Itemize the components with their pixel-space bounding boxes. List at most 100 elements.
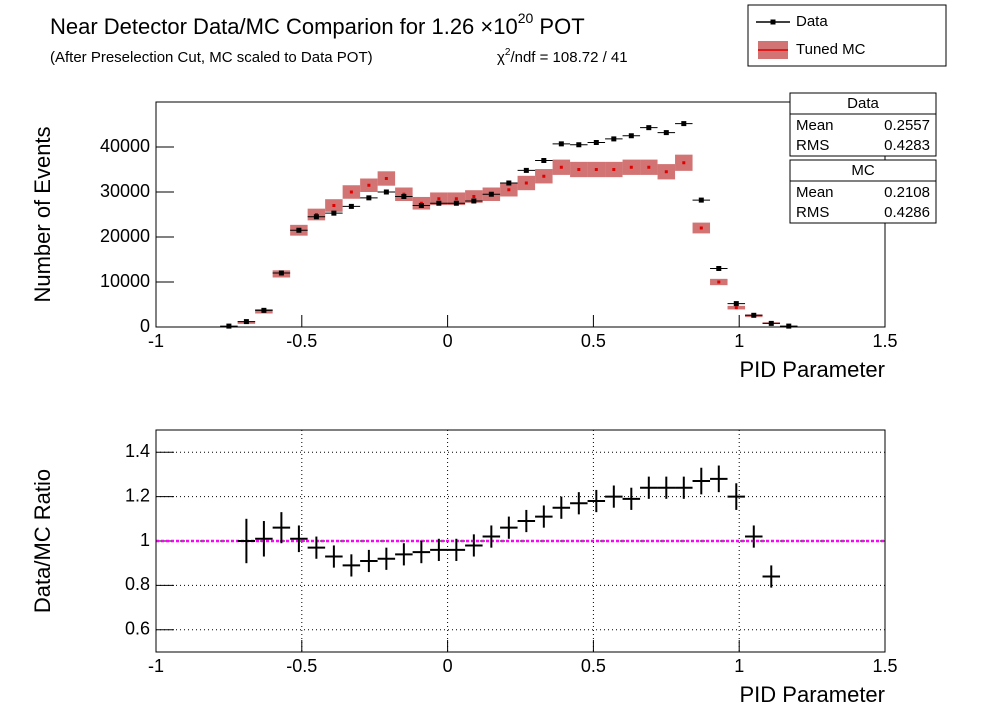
- mc-point: [647, 165, 651, 169]
- data-point: [488, 191, 494, 197]
- title-text: Near Detector Data/MC Comparion for 1.26…: [50, 14, 518, 39]
- stat-box: [789, 159, 937, 224]
- data-point: [681, 121, 687, 127]
- data-point: [331, 210, 337, 216]
- data-point: [226, 323, 232, 329]
- plot-frame: [155, 101, 886, 328]
- mc-point: [349, 190, 353, 194]
- chi-sup: 2: [505, 47, 511, 58]
- stat-label: Mean: [796, 184, 834, 201]
- x-axis-label: PID Parameter: [740, 682, 886, 707]
- x-tick-label: 0.5: [581, 331, 606, 351]
- x-tick-label: 1.5: [872, 656, 897, 676]
- mc-point: [594, 168, 598, 171]
- data-point: [751, 312, 757, 318]
- stat-label: RMS: [796, 204, 829, 221]
- stat-value: 0.4286: [884, 204, 930, 221]
- data-point: [401, 194, 407, 199]
- mc-point: [717, 280, 721, 284]
- y-tick-label: 1.2: [125, 485, 150, 505]
- x-tick-label: -1: [148, 331, 164, 351]
- y-tick-label: 10000: [100, 271, 150, 291]
- mc-point: [542, 174, 546, 178]
- x-tick-label: 0: [443, 331, 453, 351]
- chi-symbol: χ: [497, 49, 505, 66]
- stat-value: 0.2108: [884, 184, 930, 201]
- x-tick-label: 0.5: [581, 656, 606, 676]
- stat-label: Mean: [796, 117, 834, 134]
- legend-marker: [770, 19, 776, 25]
- x-tick-label: -1: [148, 656, 164, 676]
- x-tick-label: 0: [443, 656, 453, 676]
- data-point: [558, 141, 564, 147]
- y-tick-label: 30000: [100, 181, 150, 201]
- y-tick-label: 40000: [100, 136, 150, 156]
- data-point: [453, 200, 459, 206]
- mc-point: [454, 197, 458, 201]
- x-tick-label: -0.5: [286, 331, 317, 351]
- title-sup: 20: [518, 10, 534, 26]
- data-point: [663, 130, 669, 136]
- y-axis-label: Number of Events: [30, 126, 55, 302]
- data-point: [541, 158, 547, 163]
- data-point: [348, 203, 354, 209]
- mc-point: [699, 226, 703, 230]
- legend-label: Tuned MC: [796, 41, 866, 58]
- data-point: [593, 140, 599, 145]
- mc-point: [734, 306, 738, 310]
- mc-point: [559, 165, 563, 169]
- mc-point: [524, 181, 528, 185]
- data-point: [418, 203, 424, 208]
- data-point: [436, 200, 442, 206]
- stat-title: Data: [847, 95, 879, 112]
- y-tick-label: 0: [140, 316, 150, 336]
- data-point: [576, 142, 582, 148]
- x-tick-label: 1.5: [872, 331, 897, 351]
- y-tick-label: 0.8: [125, 574, 150, 594]
- stat-value: 0.2557: [884, 117, 930, 134]
- x-tick-label: 1: [734, 331, 744, 351]
- mc-point: [612, 168, 616, 171]
- data-point: [646, 125, 652, 131]
- stat-value: 0.4283: [884, 137, 930, 154]
- data-point: [471, 198, 477, 204]
- stat-title: MC: [851, 162, 874, 179]
- stat-label: RMS: [796, 137, 829, 154]
- y-tick-label: 20000: [100, 226, 150, 246]
- mc-point: [367, 183, 371, 187]
- data-point: [698, 197, 704, 203]
- data-point: [506, 180, 512, 186]
- plot-frame: [155, 429, 886, 653]
- data-point: [313, 214, 319, 220]
- data-point: [261, 307, 267, 313]
- mc-point: [332, 204, 336, 207]
- mc-point: [629, 165, 633, 169]
- mc-point: [437, 197, 441, 201]
- data-point: [366, 195, 372, 201]
- data-point: [628, 133, 634, 139]
- legend-label: Data: [796, 13, 828, 30]
- data-point: [733, 301, 739, 307]
- data-point: [383, 189, 389, 195]
- x-tick-label: -0.5: [286, 656, 317, 676]
- mc-point: [384, 177, 388, 180]
- x-tick-label: 1: [734, 656, 744, 676]
- chi-text: /ndf = 108.72 / 41: [510, 49, 627, 66]
- subtitle: (After Preselection Cut, MC scaled to Da…: [50, 49, 373, 66]
- data-point: [243, 319, 249, 325]
- stat-box: [789, 92, 937, 157]
- data-point: [611, 136, 617, 142]
- mc-point: [577, 168, 581, 171]
- y-tick-label: 0.6: [125, 619, 150, 639]
- mc-point: [682, 161, 686, 165]
- mc-point: [507, 188, 511, 192]
- chart-title: Near Detector Data/MC Comparion for 1.26…: [50, 10, 585, 39]
- data-point: [523, 167, 529, 173]
- data-point: [716, 266, 722, 271]
- mc-point: [472, 195, 476, 198]
- y-tick-label: 1.4: [125, 441, 150, 461]
- data-point: [768, 320, 774, 326]
- mc-point: [664, 170, 668, 174]
- y-axis-label: Data/MC Ratio: [30, 469, 55, 613]
